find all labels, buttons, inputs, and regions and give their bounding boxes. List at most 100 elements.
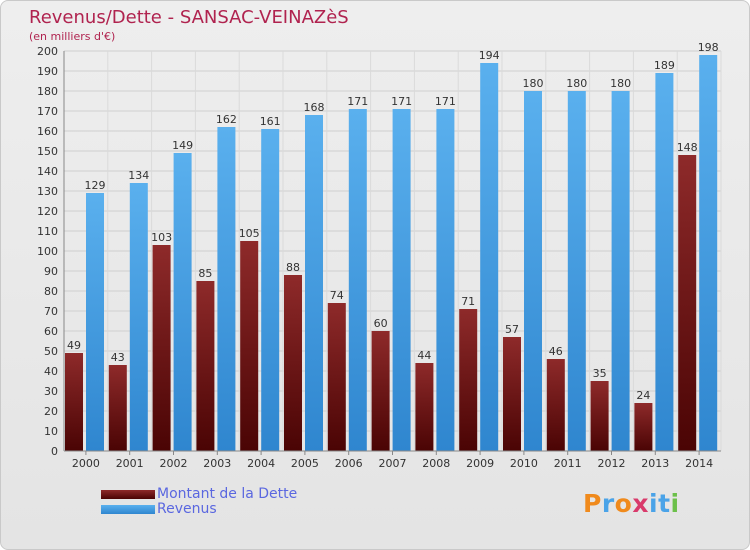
x-tick-label: 2009 [466,457,494,470]
bar-dette [108,365,127,451]
y-tick-label: 70 [44,305,58,318]
legend-label-revenus: Revenus [157,501,217,517]
x-tick-label: 2004 [247,457,275,470]
legend: Montant de la Dette Revenus [101,487,297,517]
x-tick-label: 2005 [291,457,319,470]
y-tick-label: 30 [44,385,58,398]
data-label: 194 [479,49,500,62]
y-tick-label: 0 [51,445,58,458]
data-label: 180 [566,77,587,90]
data-label: 103 [151,231,172,244]
legend-item-revenus: Revenus [101,502,297,517]
bar-revenus [86,193,104,451]
y-tick-label: 80 [44,285,58,298]
bar-revenus [261,129,280,451]
x-tick-label: 2007 [379,457,407,470]
y-tick-label: 110 [37,225,58,238]
x-tick-label: 2001 [116,457,144,470]
bar-revenus [173,153,192,451]
logo-letter: x [632,489,649,518]
logo-letter: i [649,489,659,518]
x-tick-label: 2006 [335,457,363,470]
y-tick-label: 150 [37,145,58,158]
data-label: 24 [636,389,650,402]
bar-revenus [524,91,542,451]
chart-subtitle: (en milliers d'€) [29,30,116,43]
x-tick-label: 2010 [510,457,538,470]
data-label: 71 [461,295,475,308]
x-tick-label: 2014 [685,457,713,470]
data-label: 43 [111,351,125,364]
proxiti-logo: Proxiti [583,489,680,518]
x-tick-label: 2000 [72,457,100,470]
data-label: 57 [505,323,519,336]
bar-dette [459,309,478,451]
bar-revenus [217,127,236,451]
data-label: 171 [391,95,412,108]
bar-dette [415,363,434,451]
logo-letter: i [670,489,680,518]
bar-revenus [699,55,718,451]
legend-swatch-dette [101,490,155,499]
y-tick-label: 60 [44,325,58,338]
data-label: 134 [128,169,149,182]
data-label: 189 [654,59,675,72]
logo-letter: t [658,489,671,518]
data-label: 44 [417,349,431,362]
legend-swatch-revenus [101,505,155,514]
bar-dette [546,359,565,451]
data-label: 88 [286,261,300,274]
logo-letter: P [583,489,602,518]
y-tick-label: 50 [44,345,58,358]
bar-revenus [305,115,323,451]
bar-revenus [436,109,455,451]
y-tick-label: 100 [37,245,58,258]
chart-title: Revenus/Dette - SANSAC-VEINAZèS [29,7,349,28]
bar-dette [284,275,302,451]
x-tick-label: 2012 [598,457,626,470]
bar-revenus [567,91,586,451]
bar-dette [503,337,521,451]
x-tick-label: 2011 [554,457,582,470]
data-label: 149 [172,139,193,152]
data-label: 180 [523,77,544,90]
bar-revenus [348,109,367,451]
y-tick-label: 10 [44,425,58,438]
bar-revenus [611,91,630,451]
y-tick-label: 190 [37,65,58,78]
bar-dette [371,331,390,451]
bar-revenus [392,109,411,451]
x-tick-label: 2003 [203,457,231,470]
y-tick-label: 130 [37,185,58,198]
data-label: 168 [304,101,325,114]
x-tick-label: 2008 [422,457,450,470]
data-label: 105 [239,227,260,240]
x-tick-label: 2002 [160,457,188,470]
bar-dette [634,403,653,451]
y-tick-label: 90 [44,265,58,278]
y-tick-label: 140 [37,165,58,178]
y-tick-label: 170 [37,105,58,118]
data-label: 162 [216,113,237,126]
y-tick-label: 120 [37,205,58,218]
y-tick-label: 200 [37,45,58,58]
logo-letter: r [601,489,615,518]
legend-label-dette: Montant de la Dette [157,486,298,502]
logo-letter: o [614,489,633,518]
y-tick-label: 20 [44,405,58,418]
bar-revenus [655,73,674,451]
bar-dette [152,245,171,451]
data-label: 148 [677,141,698,154]
data-label: 198 [698,41,719,54]
bar-revenus [129,183,148,451]
data-label: 60 [374,317,388,330]
bar-dette [196,281,215,451]
data-label: 171 [435,95,456,108]
y-tick-label: 40 [44,365,58,378]
data-label: 49 [67,339,81,352]
y-tick-label: 180 [37,85,58,98]
y-tick-label: 160 [37,125,58,138]
data-label: 35 [593,367,607,380]
data-label: 171 [347,95,368,108]
